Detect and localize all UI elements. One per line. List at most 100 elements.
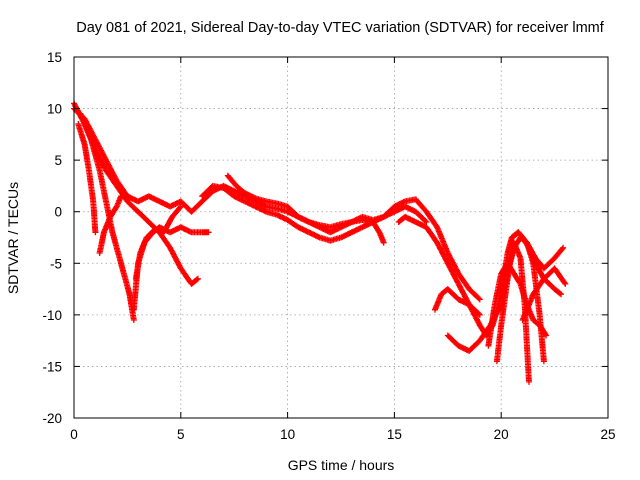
data-point (530, 317, 542, 328)
data-point (338, 219, 354, 231)
x-tick-label: 20 (494, 427, 509, 442)
series-arc14 (485, 260, 550, 349)
data-point (177, 198, 194, 214)
data-point (511, 239, 523, 260)
data-point (493, 323, 504, 365)
y-tick-label: -20 (42, 411, 62, 426)
data-point (466, 286, 483, 303)
series-arc15 (508, 229, 567, 272)
data-point (188, 275, 201, 287)
data-point (137, 235, 149, 256)
data-point (113, 193, 124, 210)
data-point (517, 280, 530, 307)
chart-title: Day 081 of 2021, Sidereal Day-to-day VTE… (76, 20, 605, 36)
x-tick-label: 0 (70, 427, 78, 442)
data-point (511, 270, 523, 286)
data-point (485, 303, 498, 349)
data-point (252, 198, 268, 209)
data-point (551, 244, 567, 262)
axes: 0 5 10 15 20 25 -20 -15 -10 -5 0 5 10 15 (42, 50, 615, 442)
data-point (412, 219, 429, 230)
x-tick-label: 25 (600, 427, 615, 442)
data-point (177, 265, 194, 286)
data-point (188, 199, 205, 215)
data-point (135, 208, 151, 224)
data-point (103, 167, 119, 188)
data-point (167, 244, 184, 271)
y-tick-label: -5 (50, 256, 62, 271)
series-arc7 (132, 203, 184, 282)
data-point (444, 332, 461, 348)
data-point (77, 110, 94, 142)
data-point (444, 250, 461, 276)
data-point (88, 136, 103, 172)
y-tick-label: 10 (47, 102, 62, 117)
grid (74, 57, 608, 418)
data-point (124, 198, 140, 214)
data-point (498, 292, 509, 329)
data-point (338, 230, 354, 241)
data-point (444, 286, 461, 302)
data-point (109, 229, 124, 265)
data-point (380, 204, 397, 220)
data-point (199, 184, 215, 200)
data-point (86, 167, 96, 203)
data-point (376, 229, 387, 246)
data-point (434, 224, 451, 255)
y-tick-label: 15 (47, 50, 62, 65)
data-point (92, 136, 109, 162)
data-point (81, 141, 92, 172)
data-point (434, 239, 451, 265)
series-arc9 (224, 172, 483, 303)
series-arc5 (96, 193, 124, 256)
data-point (515, 229, 529, 245)
data-point (530, 277, 546, 298)
series-arc3 (75, 121, 99, 236)
series-arc16 (519, 265, 569, 323)
data-point (220, 185, 236, 199)
data-point (423, 208, 440, 229)
data-point (466, 301, 483, 318)
data-point (444, 260, 461, 286)
data-point (169, 203, 184, 220)
data-point (284, 203, 301, 219)
data-point (224, 172, 239, 188)
data-point (504, 235, 515, 256)
y-tick-label: -15 (42, 359, 62, 374)
data-point (284, 217, 301, 230)
data-point (100, 215, 113, 236)
data-point (466, 338, 482, 354)
data-point (491, 272, 504, 308)
data-point (551, 265, 569, 287)
data-point (90, 198, 99, 236)
data-point (523, 239, 538, 260)
data-point (536, 322, 550, 339)
data-point (103, 157, 119, 183)
data-point (540, 256, 557, 272)
data-point (412, 196, 429, 214)
data-point (199, 229, 212, 236)
data-point (412, 208, 430, 225)
data-point (273, 211, 290, 223)
data-point (107, 204, 119, 220)
data-layer (71, 100, 569, 385)
y-tick-label: 0 (54, 205, 62, 220)
data-point (96, 167, 109, 203)
data-point (455, 270, 472, 291)
x-axis-label: GPS time / hours (288, 457, 395, 473)
data-point (423, 224, 440, 245)
x-tick-label: 10 (280, 427, 295, 442)
y-tick-label: 5 (54, 153, 62, 168)
data-point (113, 177, 130, 198)
data-point (540, 266, 557, 282)
plot-frame (73, 56, 609, 419)
data-point (504, 260, 517, 276)
data-point (432, 292, 444, 313)
data-point (118, 260, 133, 296)
data-point (519, 292, 536, 323)
y-tick-label: -10 (42, 308, 62, 323)
data-point (199, 189, 215, 205)
data-point (306, 219, 322, 230)
data-point (233, 182, 247, 196)
